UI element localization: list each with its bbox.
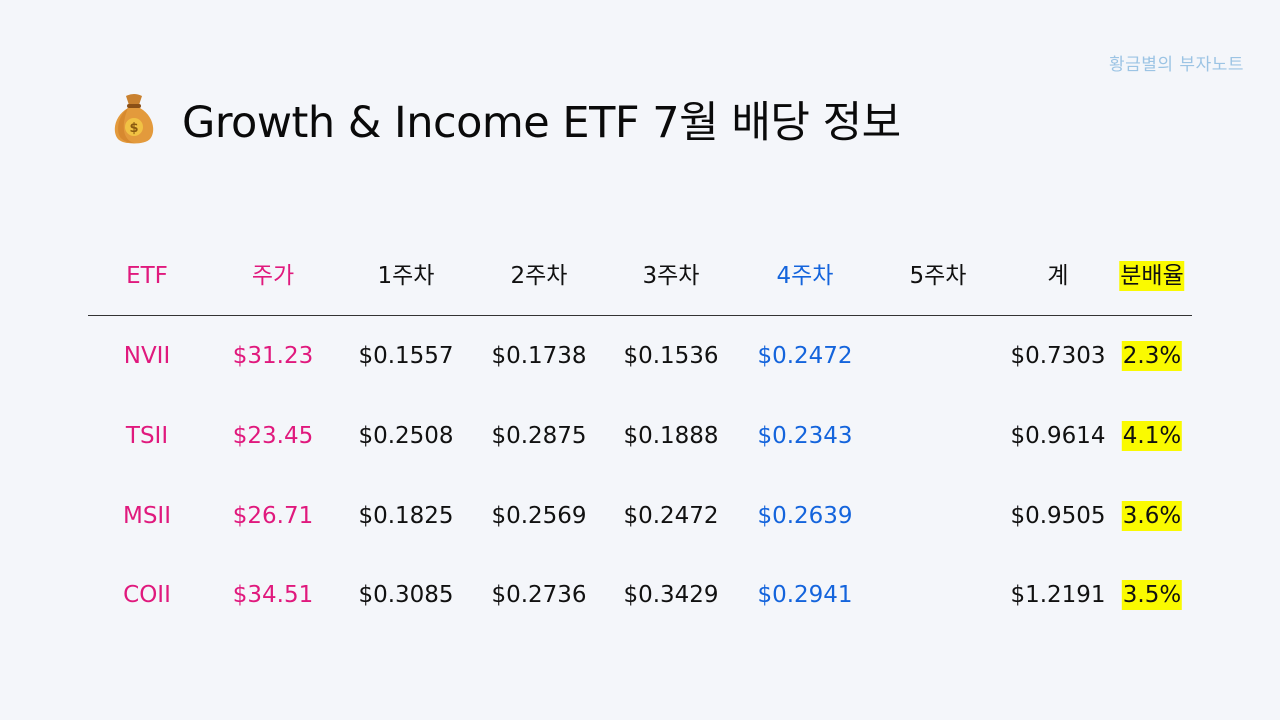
page-title: Growth & Income ETF 7월 배당 정보	[182, 98, 901, 148]
cell-week3: $0.2472	[623, 503, 719, 529]
cell-week4: $0.2639	[757, 503, 853, 529]
cell-etf: MSII	[122, 503, 172, 529]
cell-total: $0.9614	[1010, 423, 1106, 449]
cell-week2: $0.1738	[491, 343, 587, 369]
table-row: NVII $31.23 $0.1557 $0.1738 $0.1536 $0.2…	[88, 336, 1192, 376]
cell-total: $0.7303	[1010, 343, 1106, 369]
cell-week3: $0.1536	[623, 343, 719, 369]
table-header-row: ETF 주가 1주차 2주차 3주차 4주차 5주차 계 분배율	[88, 256, 1192, 296]
cell-week3: $0.3429	[623, 582, 719, 608]
header-yield: 분배율	[1119, 261, 1185, 291]
cell-week1: $0.2508	[358, 423, 454, 449]
cell-yield: 3.6%	[1121, 501, 1183, 531]
cell-week4: $0.2472	[757, 343, 853, 369]
cell-week2: $0.2736	[491, 582, 587, 608]
cell-week3: $0.1888	[623, 423, 719, 449]
cell-week4: $0.2343	[757, 423, 853, 449]
cell-price: $34.51	[232, 582, 314, 608]
header-week4: 4주차	[776, 263, 834, 289]
cell-price: $26.71	[232, 503, 314, 529]
header-week5: 5주차	[909, 263, 967, 289]
cell-yield: 3.5%	[1121, 580, 1183, 610]
watermark: 황금별의 부자노트	[1108, 55, 1244, 75]
header-divider	[88, 315, 1192, 316]
table-row: TSII $23.45 $0.2508 $0.2875 $0.1888 $0.2…	[88, 416, 1192, 456]
cell-week1: $0.1825	[358, 503, 454, 529]
cell-week2: $0.2875	[491, 423, 587, 449]
cell-week1: $0.1557	[358, 343, 454, 369]
header-total: 계	[1047, 263, 1069, 289]
header-price: 주가	[251, 263, 295, 289]
cell-etf: TSII	[125, 423, 169, 449]
table-row: MSII $26.71 $0.1825 $0.2569 $0.2472 $0.2…	[88, 496, 1192, 536]
cell-week1: $0.3085	[358, 582, 454, 608]
money-bag-icon: $	[114, 94, 154, 144]
cell-total: $1.2191	[1010, 582, 1106, 608]
cell-week4: $0.2941	[757, 582, 853, 608]
table-row: COII $34.51 $0.3085 $0.2736 $0.3429 $0.2…	[88, 575, 1192, 615]
cell-week2: $0.2569	[491, 503, 587, 529]
header-week1: 1주차	[377, 263, 435, 289]
cell-etf: NVII	[123, 343, 171, 369]
header-week3: 3주차	[642, 263, 700, 289]
cell-yield: 4.1%	[1121, 421, 1183, 451]
header-etf: ETF	[126, 263, 168, 289]
cell-price: $31.23	[232, 343, 314, 369]
cell-yield: 2.3%	[1121, 341, 1183, 371]
cell-total: $0.9505	[1010, 503, 1106, 529]
svg-text:$: $	[129, 121, 138, 136]
title-row: $ Growth & Income ETF 7월 배당 정보	[110, 88, 901, 150]
cell-price: $23.45	[232, 423, 314, 449]
header-week2: 2주차	[510, 263, 568, 289]
cell-etf: COII	[123, 582, 171, 608]
